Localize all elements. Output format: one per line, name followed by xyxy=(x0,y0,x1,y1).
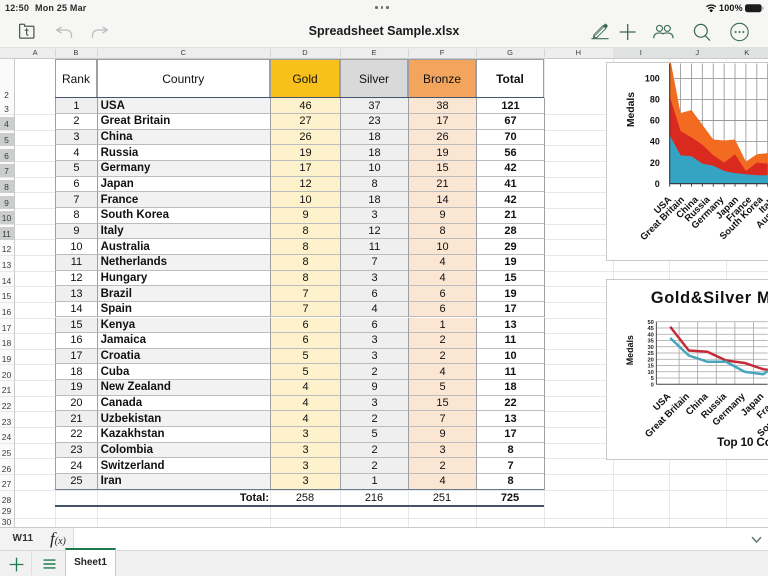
svg-text:Gold&Silver Medals: Gold&Silver Medals xyxy=(651,289,768,307)
svg-text:80: 80 xyxy=(650,94,660,104)
svg-text:Top 10 Countries: Top 10 Countries xyxy=(717,435,768,449)
svg-text:Medals: Medals xyxy=(625,335,635,365)
svg-text:50: 50 xyxy=(648,319,654,325)
svg-text:10: 10 xyxy=(648,369,654,375)
svg-text:Medals: Medals xyxy=(626,91,637,126)
svg-text:Italy: Italy xyxy=(757,193,768,215)
svg-text:40: 40 xyxy=(650,136,660,146)
svg-text:60: 60 xyxy=(650,115,660,125)
svg-text:5: 5 xyxy=(651,376,655,382)
svg-text:40: 40 xyxy=(648,332,654,338)
svg-text:20: 20 xyxy=(648,357,654,363)
svg-text:15: 15 xyxy=(648,363,655,369)
svg-text:20: 20 xyxy=(650,157,660,167)
svg-text:0: 0 xyxy=(651,382,654,388)
svg-text:0: 0 xyxy=(655,178,660,188)
svg-text:100: 100 xyxy=(645,73,660,83)
svg-text:35: 35 xyxy=(648,338,655,344)
svg-text:25: 25 xyxy=(648,351,655,357)
svg-text:45: 45 xyxy=(648,326,655,332)
svg-text:30: 30 xyxy=(648,344,654,350)
